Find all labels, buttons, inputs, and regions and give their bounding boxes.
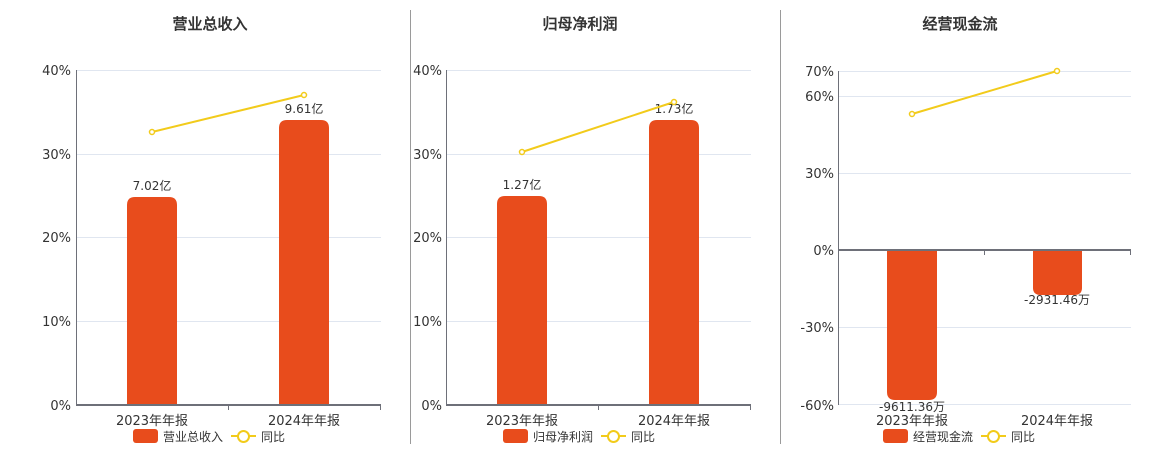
chart-title: 营业总收入: [172, 15, 248, 33]
svg-text:10%: 10%: [42, 315, 71, 330]
legend-bar-label[interactable]: 归母净利润: [533, 429, 594, 444]
chart-panel-revenue: 营业总收入 40% 30% 20% 10% 0% 7.02亿 9.61亿: [0, 0, 410, 450]
yoy-point[interactable]: [908, 110, 916, 118]
svg-text:0%: 0%: [50, 399, 71, 414]
y-axis-labels: 40% 30% 20% 10% 0%: [42, 64, 71, 414]
legend-bar-swatch[interactable]: [883, 429, 908, 443]
yoy-point[interactable]: [300, 91, 308, 99]
bar-2024[interactable]: [279, 120, 329, 405]
svg-text:-60%: -60%: [800, 399, 834, 414]
legend-line-swatch[interactable]: [231, 429, 257, 443]
legend-bar-swatch[interactable]: [133, 429, 158, 443]
chart-panel-net-profit: 归母净利润 40% 30% 20% 10% 0% 1.27亿 1.73亿: [413, 15, 751, 444]
yoy-line: [521, 101, 675, 153]
legend: 营业总收入 同比: [133, 428, 285, 444]
svg-text:2024年年报: 2024年年报: [638, 414, 710, 429]
svg-text:60%: 60%: [805, 90, 834, 105]
svg-text:40%: 40%: [42, 64, 71, 79]
svg-text:30%: 30%: [413, 148, 442, 163]
legend-bar-swatch[interactable]: [503, 429, 528, 443]
svg-text:2024年年报: 2024年年报: [1021, 414, 1093, 429]
legend-line-swatch[interactable]: [981, 429, 1007, 443]
svg-text:40%: 40%: [413, 64, 442, 79]
svg-text:2023年年报: 2023年年报: [876, 414, 948, 429]
x-axis-ticks: [984, 250, 1131, 255]
svg-text:7.02亿: 7.02亿: [133, 178, 172, 193]
legend-line-label[interactable]: 同比: [631, 429, 656, 444]
bar-2024[interactable]: [649, 120, 699, 405]
svg-text:0%: 0%: [813, 244, 834, 259]
chart-plot: 40% 30% 20% 10% 0% 7.02亿 9.61亿 2023年年报 2…: [42, 64, 381, 429]
legend-line-swatch[interactable]: [601, 429, 627, 443]
panel-divider: [410, 10, 411, 444]
svg-text:30%: 30%: [42, 148, 71, 163]
grid-lines: [839, 71, 1131, 405]
chart-plot: 40% 30% 20% 10% 0% 1.27亿 1.73亿 2023年年报 2…: [413, 64, 751, 429]
bars: [887, 250, 1082, 400]
legend-line-label[interactable]: 同比: [261, 429, 286, 444]
bar-2023[interactable]: [887, 250, 937, 400]
y-axis-labels: 70% 60% 30% 0% -30% -60%: [800, 65, 834, 414]
svg-text:10%: 10%: [413, 315, 442, 330]
bars: [497, 120, 699, 405]
chart-title: 归母净利润: [542, 15, 618, 33]
bar-2023[interactable]: [497, 196, 547, 405]
yoy-line: [151, 94, 305, 133]
bar-labels: -9611.36万 -2931.46万: [879, 293, 1090, 414]
svg-text:30%: 30%: [805, 167, 834, 182]
svg-text:1.27亿: 1.27亿: [503, 177, 542, 192]
x-axis-labels: 2023年年报 2024年年报: [876, 414, 1093, 429]
bars: [127, 120, 329, 405]
bar-2023[interactable]: [127, 197, 177, 405]
legend-line-label[interactable]: 同比: [1011, 429, 1036, 444]
panel-divider: [780, 10, 781, 444]
x-axis-ticks: [228, 405, 381, 410]
chart-title: 经营现金流: [922, 15, 998, 33]
yoy-point[interactable]: [148, 128, 156, 136]
legend-bar-label[interactable]: 经营现金流: [913, 429, 974, 444]
yoy-point[interactable]: [670, 98, 678, 106]
svg-text:20%: 20%: [413, 231, 442, 246]
yoy-point[interactable]: [518, 148, 526, 156]
svg-text:20%: 20%: [42, 231, 71, 246]
svg-text:0%: 0%: [421, 399, 442, 414]
x-axis-labels: 2023年年报 2024年年报: [116, 414, 340, 429]
bar-labels: 7.02亿 9.61亿: [133, 101, 324, 193]
svg-text:-30%: -30%: [800, 321, 834, 336]
legend: 经营现金流 同比: [883, 428, 1035, 444]
svg-text:9.61亿: 9.61亿: [285, 101, 324, 116]
svg-text:-2931.46万: -2931.46万: [1024, 293, 1090, 307]
svg-text:2024年年报: 2024年年报: [268, 414, 340, 429]
yoy-point[interactable]: [1053, 67, 1061, 75]
svg-text:2023年年报: 2023年年报: [116, 414, 188, 429]
legend-bar-label[interactable]: 营业总收入: [163, 429, 224, 444]
bar-2024[interactable]: [1033, 250, 1082, 295]
y-axis-labels: 40% 30% 20% 10% 0%: [413, 64, 442, 414]
x-axis-ticks: [598, 405, 751, 410]
legend: 归母净利润 同比: [503, 428, 655, 444]
x-axis-labels: 2023年年报 2024年年报: [486, 414, 710, 429]
svg-text:70%: 70%: [805, 65, 834, 80]
svg-text:2023年年报: 2023年年报: [486, 414, 558, 429]
svg-text:-9611.36万: -9611.36万: [879, 400, 945, 414]
yoy-line: [911, 70, 1058, 115]
